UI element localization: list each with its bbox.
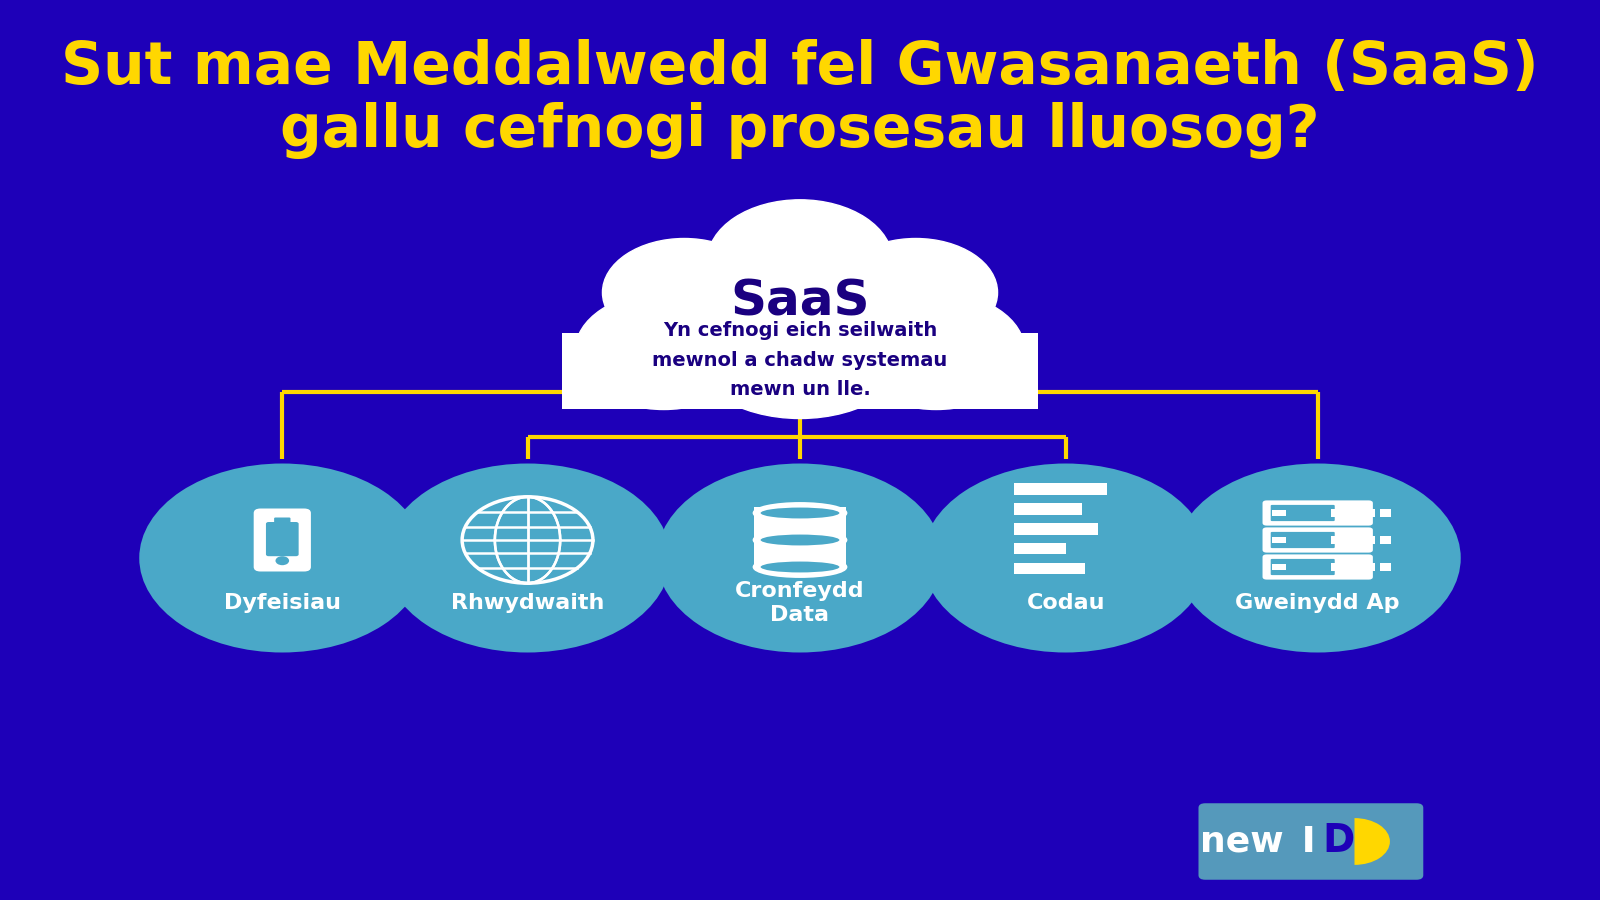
FancyBboxPatch shape — [274, 518, 291, 523]
Text: I: I — [1301, 824, 1315, 859]
Text: gallu cefnogi prosesau lluosog?: gallu cefnogi prosesau lluosog? — [280, 102, 1320, 159]
FancyBboxPatch shape — [1270, 532, 1334, 548]
Bar — [1365, 563, 1374, 571]
FancyBboxPatch shape — [1270, 505, 1334, 521]
Circle shape — [603, 238, 766, 346]
Text: new: new — [1200, 824, 1283, 859]
Bar — [1347, 563, 1358, 571]
Bar — [1272, 510, 1286, 516]
Ellipse shape — [760, 562, 840, 572]
Bar — [1347, 509, 1358, 517]
Text: Sut mae Meddalwedd fel Gwasanaeth (SaaS): Sut mae Meddalwedd fel Gwasanaeth (SaaS) — [61, 39, 1539, 96]
Bar — [1331, 509, 1342, 517]
Bar — [1381, 509, 1392, 517]
Text: D: D — [1322, 823, 1354, 860]
Text: I: I — [1301, 824, 1315, 859]
Bar — [1381, 563, 1392, 571]
Bar — [1272, 564, 1286, 570]
Text: Rhwydwaith: Rhwydwaith — [451, 593, 605, 613]
Bar — [1331, 563, 1342, 571]
Circle shape — [275, 556, 290, 565]
Ellipse shape — [754, 557, 846, 577]
Circle shape — [685, 266, 915, 418]
Wedge shape — [1355, 818, 1390, 865]
Circle shape — [658, 464, 942, 652]
Ellipse shape — [754, 503, 846, 523]
Text: Cronfeydd
Data: Cronfeydd Data — [734, 580, 866, 626]
FancyBboxPatch shape — [1262, 500, 1373, 526]
Circle shape — [923, 464, 1208, 652]
Bar — [1365, 536, 1374, 544]
Ellipse shape — [760, 508, 840, 518]
Bar — [1014, 523, 1098, 535]
FancyBboxPatch shape — [1262, 527, 1373, 553]
Text: Codau: Codau — [1027, 593, 1106, 613]
FancyBboxPatch shape — [1198, 803, 1424, 880]
Bar — [1272, 537, 1286, 543]
Circle shape — [834, 238, 997, 346]
Bar — [1014, 503, 1082, 515]
Bar — [1014, 562, 1085, 574]
FancyBboxPatch shape — [1270, 559, 1334, 575]
Text: Gweinydd Ap: Gweinydd Ap — [1235, 593, 1400, 613]
Circle shape — [707, 200, 893, 322]
FancyBboxPatch shape — [266, 522, 299, 556]
Bar — [754, 507, 846, 567]
Bar — [1347, 536, 1358, 544]
Bar — [1014, 483, 1107, 495]
FancyBboxPatch shape — [562, 333, 1038, 410]
FancyBboxPatch shape — [254, 508, 310, 572]
Text: Yn cefnogi eich seilwaith
mewnol a chadw systemau
mewn un lle.: Yn cefnogi eich seilwaith mewnol a chadw… — [653, 321, 947, 399]
Text: Dyfeisiau: Dyfeisiau — [224, 593, 341, 613]
Circle shape — [139, 464, 426, 652]
Circle shape — [848, 292, 1024, 410]
Bar — [1014, 543, 1066, 554]
Bar — [1381, 536, 1392, 544]
Text: SaaS: SaaS — [730, 277, 870, 326]
Bar — [1365, 509, 1374, 517]
Circle shape — [384, 464, 670, 652]
Circle shape — [1174, 464, 1461, 652]
Ellipse shape — [754, 530, 846, 550]
Circle shape — [576, 292, 752, 410]
Ellipse shape — [760, 535, 840, 545]
FancyBboxPatch shape — [1262, 554, 1373, 580]
Bar — [1331, 536, 1342, 544]
